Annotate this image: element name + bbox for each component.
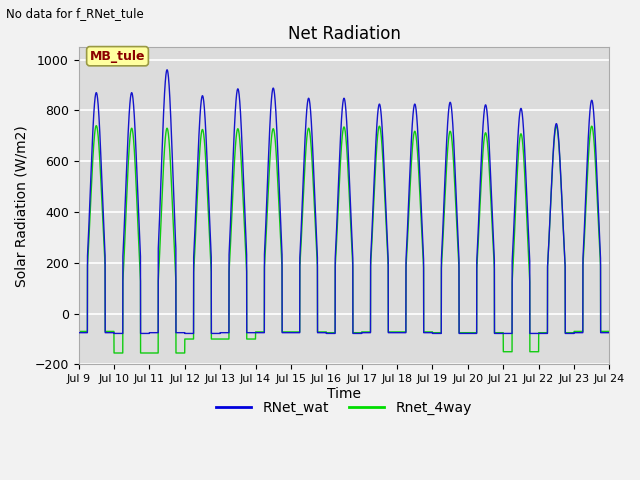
Text: MB_tule: MB_tule	[90, 50, 145, 63]
Legend: RNet_wat, Rnet_4way: RNet_wat, Rnet_4way	[211, 396, 477, 421]
Rnet_4way	[605, 328, 612, 334]
RNet_wat	[75, 330, 83, 336]
Y-axis label: Solar Radiation (W/m2): Solar Radiation (W/m2)	[15, 125, 29, 287]
Rnet_4way	[170, 245, 178, 251]
Line: RNet_wat: RNet_wat	[79, 70, 609, 334]
RNet_wat	[110, 331, 118, 336]
RNet_wat	[170, 207, 178, 213]
RNet_wat	[605, 330, 612, 336]
RNet_wat	[434, 331, 442, 336]
RNet_wat	[324, 331, 332, 336]
X-axis label: Time: Time	[327, 387, 361, 401]
Rnet_4way	[75, 328, 83, 334]
RNet_wat	[463, 331, 471, 336]
Rnet_4way	[324, 330, 332, 336]
RNet_wat	[163, 67, 171, 72]
Rnet_4way	[463, 330, 471, 336]
RNet_wat	[493, 331, 501, 336]
Rnet_4way	[605, 328, 613, 334]
Title: Net Radiation: Net Radiation	[287, 24, 401, 43]
Rnet_4way	[110, 350, 118, 356]
Line: Rnet_4way: Rnet_4way	[79, 126, 609, 353]
Rnet_4way	[493, 330, 501, 336]
Text: No data for f_RNet_tule: No data for f_RNet_tule	[6, 7, 144, 20]
RNet_wat	[605, 330, 613, 336]
Rnet_4way	[92, 123, 100, 129]
Rnet_4way	[434, 330, 442, 336]
